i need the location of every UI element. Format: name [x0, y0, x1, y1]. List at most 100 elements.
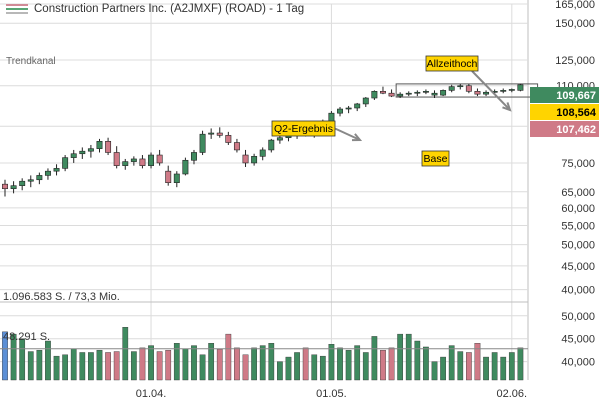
candle-body-50 [431, 92, 438, 96]
volume-bar-47 [405, 333, 412, 381]
annotation-box-1 [425, 55, 479, 72]
price-tick-7: 60,000 [561, 203, 595, 215]
candle-body-31 [268, 139, 275, 151]
indicator-label: Trendkanal [6, 56, 56, 67]
volume-bar-39 [337, 347, 343, 381]
volume-bar-8 [70, 348, 77, 381]
volume-bar-56 [483, 356, 489, 381]
annotation-label-2: Base [424, 153, 448, 165]
volume-bar-14 [122, 327, 129, 381]
volume-bar-38 [328, 344, 335, 381]
price-tick-5: 75,000 [561, 158, 595, 170]
candle-body-43 [371, 91, 378, 99]
volume-bar-60 [517, 347, 524, 381]
volume-bar-30 [259, 345, 266, 381]
candle-body-59 [508, 89, 515, 91]
volume-bar-2 [19, 338, 26, 381]
volume-bar-4 [36, 349, 43, 381]
volume-bar-18 [156, 351, 163, 381]
price-badge-0 [530, 87, 599, 103]
volume-bar-5 [45, 340, 51, 381]
volume-bar-19 [165, 349, 172, 381]
volume-tick-1: 45,000 [561, 334, 595, 346]
x-tick-2: 02.06. [497, 388, 528, 400]
volume-bar-20 [173, 343, 180, 381]
candle-body-8 [70, 153, 77, 158]
volume-bar-0 [2, 331, 8, 381]
volume-bar-37 [319, 355, 326, 381]
price-badge-1 [530, 104, 599, 120]
chart-header: Construction Partners Inc. (A2JMXF) (ROA… [0, 0, 304, 18]
volume-bar-10 [88, 352, 94, 381]
price-tick-8: 55,000 [561, 220, 595, 232]
volume-bar-24 [208, 343, 215, 381]
candle-body-23 [199, 133, 206, 153]
volume-bar-50 [431, 361, 438, 381]
candle-body-47 [405, 92, 412, 95]
legend-line-1 [6, 4, 28, 6]
volume-bar-51 [440, 356, 446, 381]
legend-line-3 [6, 12, 28, 14]
volume-bar-40 [345, 349, 352, 381]
volume-average-label: 48.291 S. [3, 331, 50, 343]
candle-body-55 [474, 91, 481, 95]
candle-body-49 [422, 91, 429, 93]
annotation-box-0 [271, 120, 336, 137]
volume-bar-9 [79, 352, 86, 381]
volume-bar-46 [397, 333, 404, 381]
volume-bar-28 [242, 354, 249, 381]
volume-bar-44 [380, 349, 386, 381]
candle-body-22 [191, 152, 197, 161]
volume-bar-3 [27, 351, 34, 381]
candle-body-46 [397, 93, 404, 97]
volume-bar-23 [199, 354, 206, 381]
legend-icon [6, 4, 28, 14]
candle-body-5 [44, 170, 51, 176]
candle-body-44 [380, 91, 386, 94]
volume-bar-36 [311, 354, 318, 381]
candle-body-26 [225, 135, 232, 143]
price-tick-6: 65,000 [561, 187, 595, 199]
candle-body-53 [457, 85, 464, 88]
candle-body-16 [139, 158, 146, 166]
volume-bar-16 [139, 347, 146, 381]
candle-body-29 [251, 156, 258, 164]
price-tick-10: 45,000 [561, 261, 595, 273]
volume-bar-17 [148, 345, 154, 381]
candle-body-9 [79, 150, 86, 155]
candle-body-1 [10, 185, 17, 190]
candle-body-12 [105, 140, 112, 153]
price-tick-1: 150,000 [555, 18, 595, 30]
volume-bar-48 [414, 340, 421, 381]
volume-bar-26 [225, 333, 232, 381]
candle-body-41 [354, 103, 361, 109]
volume-bar-34 [294, 352, 300, 381]
candle-body-24 [208, 132, 215, 135]
volume-bar-42 [362, 352, 369, 381]
candle-body-42 [362, 97, 369, 105]
volume-tick-0: 50,000 [561, 311, 595, 323]
volume-bar-25 [216, 349, 223, 381]
volume-bar-11 [96, 349, 103, 381]
candle-body-45 [388, 92, 395, 97]
price-tick-0: 165,000 [555, 0, 595, 11]
candle-body-18 [156, 154, 163, 164]
volume-bar-27 [234, 347, 240, 381]
candle-body-51 [440, 90, 447, 96]
volume-bar-58 [500, 356, 507, 381]
price-badge-label-0: 109,667 [556, 90, 596, 102]
price-badge-label-2: 107,462 [556, 124, 596, 136]
price-badge-label-1: 108,564 [556, 107, 597, 119]
candle-body-19 [165, 170, 172, 183]
candle-body-39 [337, 108, 343, 114]
candle-body-56 [483, 91, 490, 95]
candle-body-32 [276, 137, 283, 141]
chart-title: Construction Partners Inc. (A2JMXF) (ROA… [34, 3, 305, 15]
candle-body-6 [53, 168, 60, 172]
volume-bar-22 [191, 345, 197, 381]
volume-total-label: 1.096.583 S. / 73,3 Mio. [3, 291, 120, 303]
volume-bar-7 [62, 354, 68, 381]
annotation-arrow-1 [471, 70, 511, 111]
candle-body-54 [465, 85, 472, 92]
x-tick-0: 01.04. [136, 388, 167, 400]
